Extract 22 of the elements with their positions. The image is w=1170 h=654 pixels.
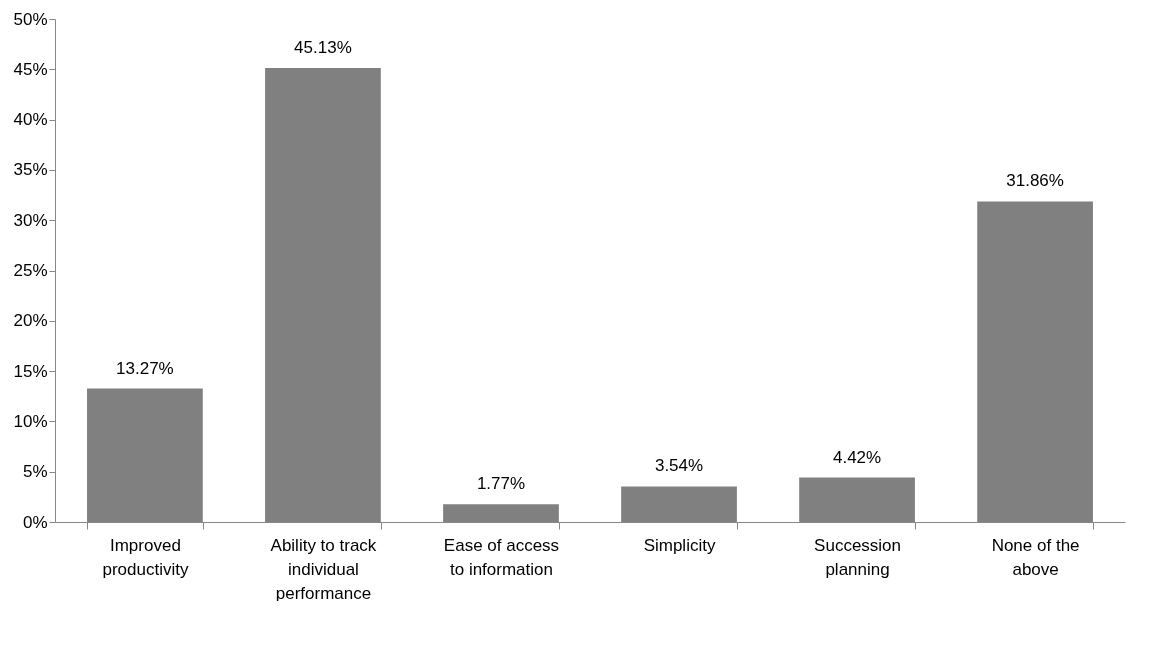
x-tick-label: Simplicity — [643, 535, 716, 555]
data-label: 3.54% — [654, 456, 704, 476]
x-tick-label: Succession planning — [814, 535, 902, 579]
y-tick-label: 5% — [22, 462, 48, 482]
data-label: 1.77% — [476, 474, 526, 494]
y-tick-label: 45% — [13, 59, 48, 79]
data-label: 4.42% — [832, 447, 882, 467]
y-tick-label: 10% — [13, 411, 48, 431]
x-tick-label: Ease of access to information — [443, 535, 560, 579]
data-label: 13.27% — [116, 358, 174, 378]
y-tick-label: 30% — [13, 210, 48, 230]
y-tick-label: 0% — [22, 512, 48, 532]
data-label: 31.86% — [1006, 171, 1064, 191]
y-tick-label: 35% — [13, 160, 48, 180]
y-tick-label: 15% — [13, 361, 48, 381]
y-tick-label: 40% — [13, 110, 48, 130]
y-tick-label: 50% — [13, 9, 48, 29]
y-tick-label: 25% — [13, 261, 48, 280]
x-tick-label: Improved productivity — [102, 535, 189, 579]
data-label: 45.13% — [294, 37, 352, 57]
y-tick-label: 20% — [13, 311, 48, 331]
x-tick-label: None of the above — [991, 535, 1080, 579]
